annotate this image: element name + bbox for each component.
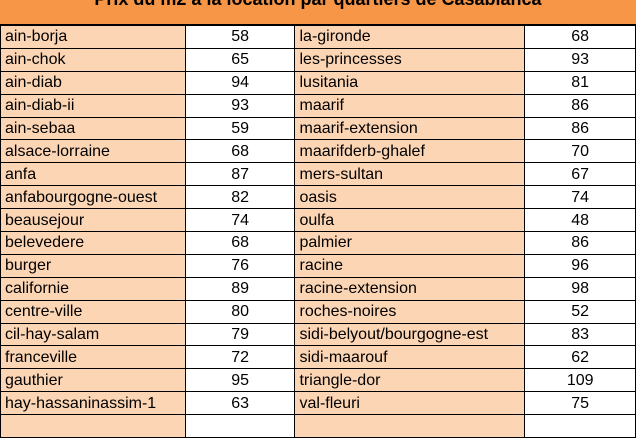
district-name: ain-chok xyxy=(0,47,186,72)
table-row: belevedere 68 palmier 86 xyxy=(0,231,636,255)
price-value: 68 xyxy=(184,231,296,255)
district-name: la-gironde xyxy=(294,25,526,49)
price-value: 58 xyxy=(184,25,296,49)
price-value: 48 xyxy=(524,208,636,233)
price-table: ain-borja 58 la-gironde 68 ain-chok 65 les-pri… xyxy=(0,25,636,438)
table-row: alsace-lorraine 68 maarifderb-ghalef 70 xyxy=(0,139,636,164)
price-value: 74 xyxy=(524,185,636,210)
table-row: anfa 87 mers-sultan 67 xyxy=(0,162,636,187)
district-name: racine xyxy=(294,253,526,278)
district-name: oulfa xyxy=(294,208,526,233)
district-name xyxy=(0,414,186,438)
table-row: ain-borja 58 la-gironde 68 xyxy=(0,25,636,49)
district-name: burger xyxy=(0,253,186,278)
price-value: 68 xyxy=(524,25,636,49)
district-name: alsace-lorraine xyxy=(0,139,186,164)
price-value: 63 xyxy=(184,391,296,416)
table-row: hay-hassaninassim-1 63 val-fleuri 75 xyxy=(0,391,636,416)
district-name: belevedere xyxy=(0,231,186,255)
price-value: 96 xyxy=(524,253,636,278)
district-name: oasis xyxy=(294,185,526,210)
price-value: 109 xyxy=(524,368,636,393)
table-title: Prix du m2 à la location par quartiers d… xyxy=(0,0,636,10)
district-name: ain-diab xyxy=(0,70,186,95)
table-row: ain-sebaa 59 maarif-extension 86 xyxy=(0,116,636,141)
district-name: racine-extension xyxy=(294,276,526,301)
district-name: ain-diab-ii xyxy=(0,93,186,118)
price-value: 72 xyxy=(184,345,296,370)
price-value: 65 xyxy=(184,47,296,72)
district-name: sidi-maarouf xyxy=(294,345,526,370)
price-value xyxy=(524,414,636,438)
price-value: 89 xyxy=(184,276,296,301)
table-row: anfabourgogne-ouest 82 oasis 74 xyxy=(0,185,636,210)
price-value: 81 xyxy=(524,70,636,95)
table-row: ain-chok 65 les-princesses 93 xyxy=(0,47,636,72)
price-value: 74 xyxy=(184,208,296,233)
district-name: anfa xyxy=(0,162,186,187)
price-value: 86 xyxy=(524,231,636,255)
district-name: lusitania xyxy=(294,70,526,95)
district-name: anfabourgogne-ouest xyxy=(0,185,186,210)
district-name: beausejour xyxy=(0,208,186,233)
district-name: les-princesses xyxy=(294,47,526,72)
table-row: burger 76 racine 96 xyxy=(0,253,636,278)
price-value: 76 xyxy=(184,253,296,278)
district-name: cil-hay-salam xyxy=(0,322,186,347)
district-name: gauthier xyxy=(0,368,186,393)
table-row xyxy=(0,414,636,438)
district-name: maarif-extension xyxy=(294,116,526,141)
price-value: 70 xyxy=(524,139,636,164)
price-value: 86 xyxy=(524,116,636,141)
district-name: roches-noires xyxy=(294,299,526,324)
price-value: 95 xyxy=(184,368,296,393)
district-name: hay-hassaninassim-1 xyxy=(0,391,186,416)
table-row: ain-diab-ii 93 maarif 86 xyxy=(0,93,636,118)
price-value: 83 xyxy=(524,322,636,347)
table-row: gauthier 95 triangle-dor 109 xyxy=(0,368,636,393)
district-name: maarifderb-ghalef xyxy=(294,139,526,164)
district-name: maarif xyxy=(294,93,526,118)
price-value: 87 xyxy=(184,162,296,187)
district-name: sidi-belyout/bourgogne-est xyxy=(294,322,526,347)
district-name: palmier xyxy=(294,231,526,255)
table-row: centre-ville 80 roches-noires 52 xyxy=(0,299,636,324)
district-name: mers-sultan xyxy=(294,162,526,187)
district-name: val-fleuri xyxy=(294,391,526,416)
district-name: ain-sebaa xyxy=(0,116,186,141)
table-row: cil-hay-salam 79 sidi-belyout/bourgogne-es… xyxy=(0,322,636,347)
district-name xyxy=(294,414,526,438)
table-row: californie 89 racine-extension 98 xyxy=(0,276,636,301)
table-title-banner: Prix du m2 à la location par quartiers d… xyxy=(0,0,636,25)
price-value: 93 xyxy=(524,47,636,72)
price-value: 86 xyxy=(524,93,636,118)
district-name: ain-borja xyxy=(0,25,186,49)
district-name: triangle-dor xyxy=(294,368,526,393)
district-name: californie xyxy=(0,276,186,301)
price-value: 98 xyxy=(524,276,636,301)
price-value: 79 xyxy=(184,322,296,347)
price-value: 75 xyxy=(524,391,636,416)
district-name: centre-ville xyxy=(0,299,186,324)
table-row: ain-diab 94 lusitania 81 xyxy=(0,70,636,95)
table-row: franceville 72 sidi-maarouf 62 xyxy=(0,345,636,370)
price-value: 93 xyxy=(184,93,296,118)
district-name: franceville xyxy=(0,345,186,370)
price-value: 80 xyxy=(184,299,296,324)
table-row: beausejour 74 oulfa 48 xyxy=(0,208,636,233)
price-value: 67 xyxy=(524,162,636,187)
price-value: 82 xyxy=(184,185,296,210)
price-value: 59 xyxy=(184,116,296,141)
price-value xyxy=(184,414,296,438)
price-value: 94 xyxy=(184,70,296,95)
price-value: 62 xyxy=(524,345,636,370)
price-value: 68 xyxy=(184,139,296,164)
price-value: 52 xyxy=(524,299,636,324)
